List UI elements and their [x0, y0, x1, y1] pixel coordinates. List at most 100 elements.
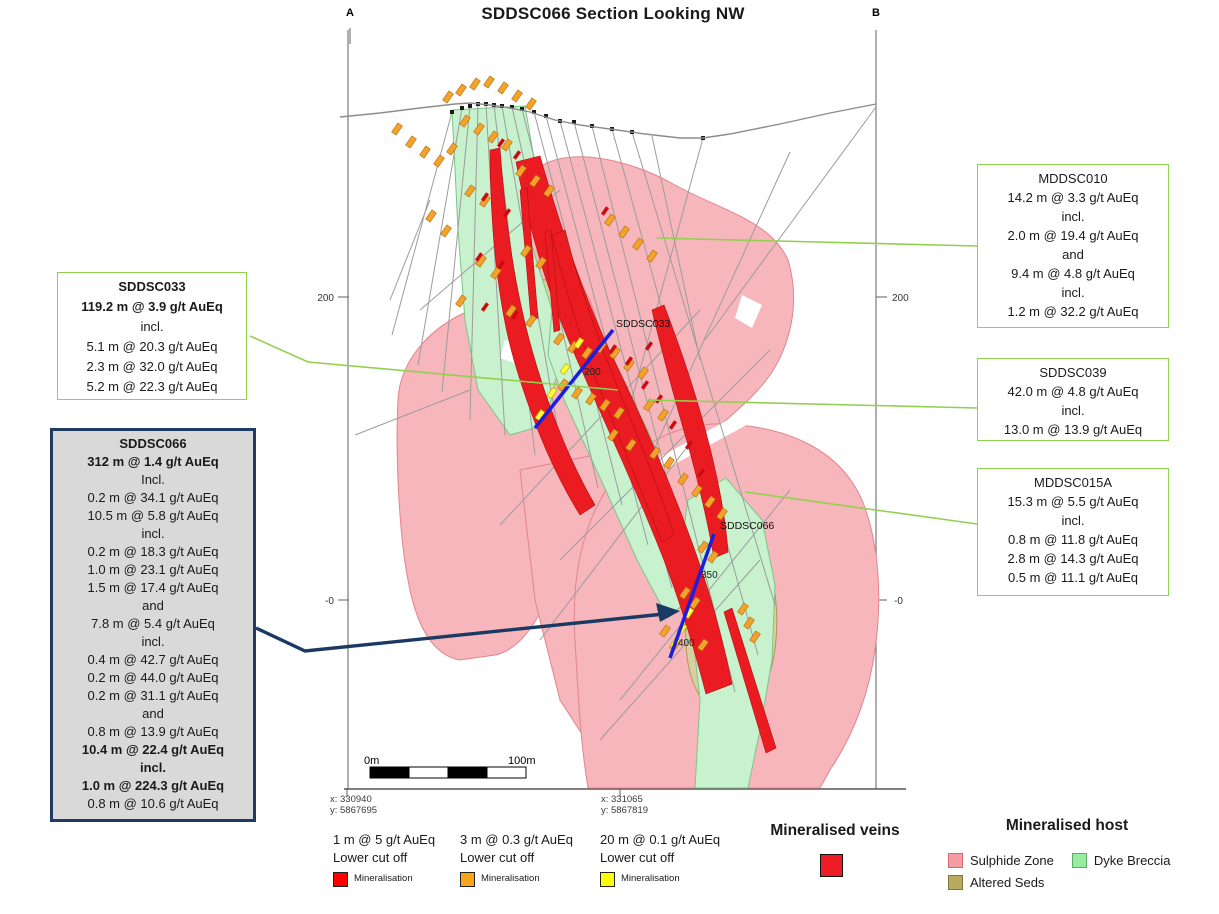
interval-marker-red — [480, 192, 490, 202]
drill-collar — [532, 110, 536, 114]
callout-line: and — [142, 706, 164, 721]
callout-line: 2.8 m @ 14.3 g/t AuEq — [1007, 551, 1139, 566]
interval-marker-orange — [455, 83, 467, 97]
mineralisation-yellow-swatch — [600, 871, 615, 887]
callout-line: and — [142, 598, 164, 613]
mineralisation-label: Mineralisation — [621, 873, 680, 884]
interval-marker-orange — [646, 249, 658, 263]
interval-marker-orange — [391, 122, 403, 136]
interval-marker-orange — [487, 130, 499, 144]
callout-line: incl. — [141, 634, 165, 649]
drill-trace — [631, 131, 776, 606]
mineralised-vein-shape — [489, 147, 777, 754]
drill-trace-highlight-033 — [533, 328, 615, 430]
interval-marker-orange — [663, 456, 675, 470]
interval-marker-red — [684, 440, 694, 450]
interval-marker-orange — [433, 154, 445, 168]
callout-line: 0.4 m @ 42.7 g/t AuEq — [87, 652, 219, 667]
interval-marker-orange — [625, 438, 637, 452]
callout-line: 0.8 m @ 10.6 g/t AuEq — [87, 796, 219, 811]
drill-trace — [354, 389, 471, 436]
drill-collar — [572, 120, 576, 124]
coord-right-y: y: 5867819 — [601, 805, 648, 816]
interval-marker-orange — [535, 256, 547, 270]
interval-marker-orange — [515, 164, 527, 178]
callout-sddsc033: SDDSC033 119.2 m @ 3.9 g/t AuEq incl. 5.1 m… — [57, 272, 247, 400]
altered-seds-label: Altered Seds — [970, 874, 1045, 890]
interval-marker-orange — [607, 428, 619, 442]
scale-end: 100m — [508, 755, 536, 767]
mineralisation-orange-swatch — [460, 871, 475, 887]
callout-line: 1.0 m @ 23.1 g/t AuEq — [87, 562, 219, 577]
leader-mddsc010 — [656, 237, 978, 247]
callout-line: 15.3 m @ 5.5 g/t AuEq — [1007, 494, 1139, 509]
interval-marker-red — [510, 310, 520, 320]
interval-marker-orange — [469, 77, 481, 91]
callout-line: 0.2 m @ 44.0 g/t AuEq — [87, 670, 219, 685]
callout-line: MDDSC015A — [1033, 475, 1113, 490]
callout-line: incl. — [141, 526, 165, 541]
interval-marker-orange — [459, 114, 471, 128]
drill-trace — [469, 103, 479, 421]
marker-a: A — [346, 7, 354, 19]
callout-line: 2.3 m @ 32.0 g/t AuEq — [86, 359, 218, 374]
callout-line: 0.2 m @ 31.1 g/t AuEq — [87, 688, 219, 703]
map-label-depth-200: 200 — [584, 367, 601, 378]
interval-marker-red — [496, 138, 506, 148]
interval-marker-orange — [483, 75, 495, 89]
interval-marker-red — [600, 206, 610, 216]
interval-marker-orange — [455, 294, 467, 308]
mineralisation-label: Mineralisation — [354, 873, 413, 884]
interval-marker-orange — [501, 138, 513, 152]
drill-collar — [520, 107, 524, 111]
cutoff-line1: 3 m @ 0.3 g/t AuEq — [460, 832, 573, 847]
interval-marker-orange — [737, 602, 749, 616]
scale-start: 0m — [364, 755, 379, 767]
interval-marker-orange — [581, 346, 593, 360]
legend-cutoff-2: 3 m @ 0.3 g/t AuEq Lower cut off Mineral… — [460, 831, 573, 888]
interval-marker-orange — [657, 408, 669, 422]
callout-line: 2.0 m @ 19.4 g/t AuEq — [1007, 228, 1139, 243]
arrow-sddsc066 — [255, 603, 680, 653]
drill-traces — [354, 102, 877, 741]
mineralised-host-heading: Mineralised host — [1005, 817, 1129, 834]
interval-marker-orange — [525, 314, 537, 328]
callout-line: 14.2 m @ 3.3 g/t AuEq — [1007, 190, 1139, 205]
drill-collar — [450, 110, 454, 114]
drill-trace — [539, 429, 701, 641]
interval-marker-yellow — [546, 387, 558, 399]
interval-marker-orange — [529, 174, 541, 188]
callout-line: and — [1062, 247, 1084, 262]
callout-line: 0.2 m @ 34.1 g/t AuEq — [87, 490, 219, 505]
interval-marker-orange — [505, 304, 517, 318]
callout-line: incl. — [139, 760, 166, 775]
interval-marker-orange — [618, 225, 630, 239]
mineralisation-red-swatch — [333, 871, 348, 887]
drill-trace — [639, 151, 791, 481]
callout-line: MDDSC010 — [1038, 171, 1108, 186]
callout-line: 42.0 m @ 4.8 g/t AuEq — [1007, 384, 1139, 399]
axis-left-200: 200 — [317, 293, 334, 304]
interval-marker-orange — [697, 638, 709, 652]
interval-marker-orange — [604, 213, 616, 227]
sulphide-zone-swatch — [948, 852, 963, 868]
interval-marker-red — [496, 260, 506, 270]
interval-marker-orange — [511, 89, 523, 103]
interval-marker-red — [608, 344, 618, 354]
interval-marker-yellow — [573, 337, 585, 349]
leader-sddsc033 — [249, 335, 619, 391]
interval-marker-orange — [704, 495, 716, 509]
interval-marker-red — [644, 341, 654, 351]
scale-bar: 0m 100m — [364, 755, 536, 779]
callout-sddsc066: SDDSC066 312 m @ 1.4 g/t AuEq Incl. 0.2 m @… — [50, 428, 256, 822]
leader-lines — [249, 237, 978, 525]
callout-line: 119.2 m @ 3.9 g/t AuEq — [81, 299, 223, 314]
mineralised-veins-swatch — [820, 854, 843, 877]
drill-trace — [651, 135, 701, 361]
interval-marker-orange — [442, 90, 454, 104]
callout-line: 5.1 m @ 20.3 g/t AuEq — [86, 339, 218, 354]
callout-line: incl. — [140, 319, 164, 334]
axis-left-0: -0 — [325, 596, 334, 607]
